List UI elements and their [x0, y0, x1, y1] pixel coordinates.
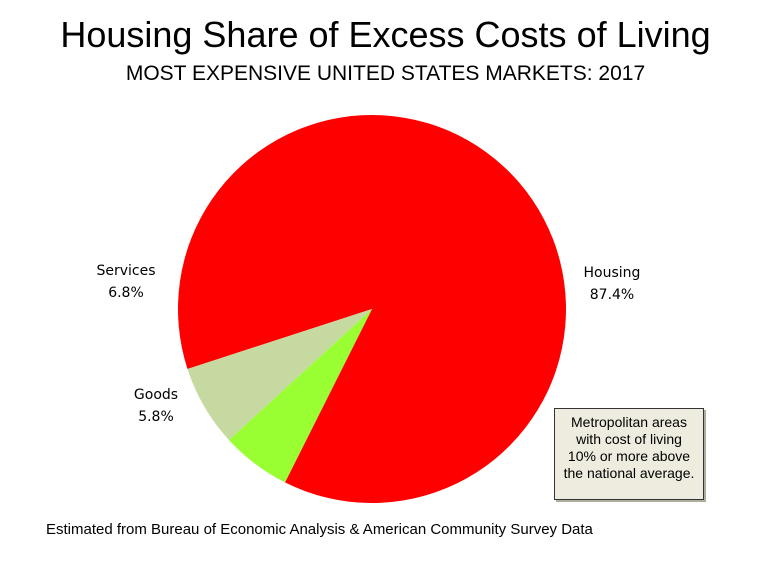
label-housing: Housing 87.4%	[582, 262, 642, 306]
source-note: Estimated from Bureau of Economic Analys…	[46, 521, 593, 538]
pie-slice-goods	[228, 309, 372, 483]
annotation-box: Metropolitan areas with cost of living 1…	[554, 408, 704, 500]
label-housing-name: Housing	[583, 265, 641, 281]
label-goods-name: Goods	[133, 387, 179, 403]
label-services: Services 6.8%	[92, 260, 160, 304]
label-housing-value: 87.4%	[589, 287, 635, 303]
note-line-2: with cost of living	[576, 431, 682, 447]
pie-slice-services	[187, 309, 372, 441]
label-services-name: Services	[96, 263, 156, 279]
pie-slice-housing	[178, 115, 567, 504]
note-line-1: Metropolitan areas	[571, 414, 687, 430]
label-goods: Goods 5.8%	[126, 384, 186, 428]
label-goods-value: 5.8%	[138, 409, 174, 425]
note-line-3: 10% or more above	[567, 448, 691, 464]
label-services-value: 6.8%	[108, 285, 144, 301]
chart-subtitle: MOST EXPENSIVE UNITED STATES MARKETS: 20…	[125, 62, 646, 85]
chart-title: Housing Share of Excess Costs of Living	[60, 14, 711, 55]
note-line-4: the national average.	[563, 465, 695, 481]
